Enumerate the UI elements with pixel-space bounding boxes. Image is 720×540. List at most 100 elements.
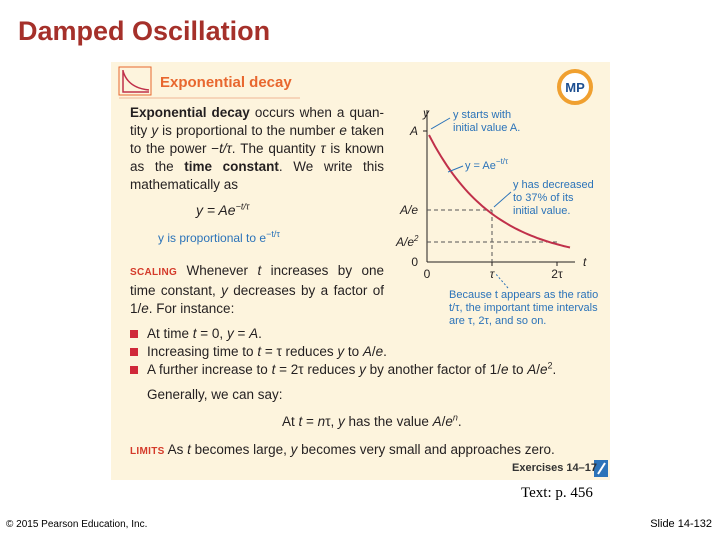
text-run: = τ reduces [261,344,338,359]
annotation: initial value A. [453,122,520,134]
text-run: At time [147,326,193,341]
text-run: y [221,283,228,298]
annotation: initial value. [513,205,570,217]
time-label: 2τ [551,267,563,281]
text-run: taken to the power − [130,123,384,156]
text-run: τ [320,141,326,156]
text-run: by another factor of 1/ [365,362,501,377]
text-run: −t/τ [266,229,280,239]
text-run: / [371,344,376,359]
annotation: are τ, 2τ, and so on. [449,315,546,327]
general-text: Generally, we can say: [147,387,283,402]
text-run: / [441,414,446,429]
badge-text: MP [565,80,585,95]
text-run: to [508,362,528,377]
text-run: Whenever [177,263,258,278]
text-run: A [527,362,537,377]
text-run: is proportional to the number [158,123,340,138]
header-icon-curve [122,70,150,93]
text-run: A [362,344,372,359]
text-run: n [452,412,458,423]
intro-paragraph: Exponential decay occurs when a quan­tit… [130,104,384,194]
text-run: to [344,344,363,359]
text-run: y [290,442,298,457]
text-run: . The quantity [231,141,321,156]
text-run: y [359,362,366,377]
text-run: = [302,414,318,429]
text-run: y = Ae [465,160,496,172]
annotation: y starts with [453,109,511,121]
time-label: 0 [424,267,431,281]
text-run: . [383,344,387,359]
text-run: t [257,344,262,359]
text-run: becomes large, [190,442,291,457]
text-run: A further increase to [147,362,272,377]
text-run: −t/τ [235,201,250,212]
time-label: τ [490,267,496,281]
figure-panel [111,62,610,480]
text-run: y [337,344,345,359]
text-run: SCALING [130,267,178,278]
text-run: . We write this mathematically as [130,159,385,192]
text-run: e [500,362,509,377]
text-run: e [540,362,548,377]
text-run: A [249,326,259,341]
text-run: is known as the [130,141,384,174]
slide-title: Damped Oscillation [18,16,271,46]
text-run: = [233,326,250,341]
exercises: Exercises 14–17 [512,462,598,474]
formula: y = Ae−t/τ [196,201,249,219]
text-run: . For instance: [148,301,235,316]
exercise-icon-pencil [597,462,606,475]
text-run: A [432,414,442,429]
bullet [130,366,138,374]
text-run: t [187,442,191,457]
copyright: © 2015 Pearson Education, Inc. [6,519,148,530]
text-run: Increasing time to [147,344,258,359]
text-run: y = Ae [196,202,236,218]
text-run: e [339,123,347,138]
source-note: Text: p. 456 [521,485,593,501]
level-label: A [409,124,418,138]
text-run: y is proportional to e [158,231,267,245]
box-header: Exponential decay [160,74,292,91]
annotation: y has decreased [513,179,594,191]
text-run: . [258,326,262,341]
level-label: A/e2 [395,234,419,249]
annotation: y = Ae−t/τ [465,157,509,172]
text-run: / [536,362,541,377]
text-run: Increasing time to t = τ reduces y to A/… [147,343,387,361]
text-run: t [298,414,303,429]
text-run: n [317,414,326,429]
text-run: −t/τ [496,157,509,166]
text-run: As [164,442,188,457]
decay-curve [428,134,571,249]
annotation: to 37% of its [513,192,574,204]
text-run: occurs when a quan­tity [130,105,384,138]
badge-ring [557,69,593,105]
text-run: time constant [184,159,279,174]
pointer [447,165,464,173]
text-run: e [141,301,149,316]
axis-label: t [583,255,587,269]
general-rule: At t = nτ, y has the value A/en. [282,413,462,431]
header-icon [118,66,152,96]
text-run: e [375,344,384,359]
text-run: At time t = 0, y = A. [147,325,262,343]
text-run: y [151,123,159,138]
bullet-list: At time t = 0, y = A. Increasing time to… [130,325,590,385]
slide-number: Slide 14-132 [650,518,712,530]
text-run: e [445,414,453,429]
text-run: has the value [344,414,433,429]
limits-paragraph: LIMITS As t becomes large, y becomes ver… [130,441,555,461]
pointer [430,117,451,130]
annotation: Because t appears as the ratio [449,289,598,301]
bullet [130,330,138,338]
text-run: t/τ [219,141,232,156]
axis-label: y [422,106,430,120]
bullet [130,348,138,356]
text-run: At [282,414,299,429]
text-run: becomes very small and approaches zero. [297,442,555,457]
